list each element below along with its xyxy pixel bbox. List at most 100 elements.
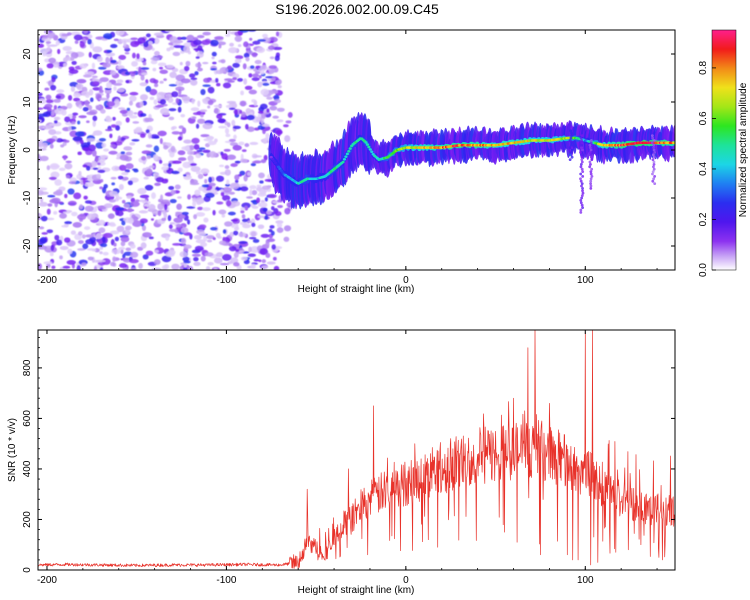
noise-blob: [221, 153, 228, 160]
noise-blob: [130, 243, 136, 249]
noise-blob: [202, 31, 211, 36]
noise-blob: [162, 209, 166, 215]
noise-blob: [123, 203, 130, 209]
noise-blob: [51, 265, 56, 269]
noise-blob: [205, 266, 211, 270]
noise-blob: [283, 124, 289, 128]
noise-blob: [264, 197, 268, 202]
ridge-streak: [589, 172, 593, 176]
noise-blob: [50, 244, 55, 252]
noise-blob: [169, 46, 175, 50]
noise-blob: [130, 201, 140, 207]
noise-blob: [141, 155, 147, 161]
noise-blob: [254, 59, 262, 65]
ridge-streak: [590, 167, 594, 171]
noise-blob: [240, 256, 248, 261]
noise-blob: [248, 73, 253, 78]
noise-blob: [239, 221, 248, 226]
noise-blob: [44, 103, 53, 109]
y-tick-label: 800: [22, 359, 33, 376]
noise-blob: [202, 122, 213, 130]
noise-blob: [150, 218, 154, 221]
noise-blob: [242, 63, 247, 70]
noise-blob: [185, 60, 191, 67]
noise-blob: [144, 117, 154, 122]
noise-blob: [103, 184, 108, 189]
noise-blob: [100, 109, 106, 114]
noise-blob: [48, 176, 57, 180]
noise-blob: [53, 98, 61, 103]
noise-blob: [77, 248, 86, 251]
noise-blob: [77, 231, 83, 236]
noise-blob: [192, 112, 201, 116]
ridge-streak: [589, 184, 593, 188]
noise-blob: [248, 89, 258, 95]
noise-blob: [251, 205, 259, 209]
noise-blob: [137, 37, 146, 44]
noise-blob: [108, 199, 116, 203]
noise-blob: [67, 248, 73, 255]
noise-blob: [183, 46, 191, 53]
noise-blob: [251, 77, 260, 82]
noise-blob: [73, 192, 82, 200]
noise-blob: [201, 39, 211, 46]
noise-blob: [260, 233, 270, 238]
figure-title: S196.2026.002.00.09.C45: [275, 1, 439, 17]
noise-blob: [239, 30, 249, 33]
noise-blob: [133, 112, 138, 115]
noise-blob: [190, 107, 200, 112]
noise-blob: [129, 142, 136, 146]
noise-blob: [143, 41, 149, 48]
ridge-streak: [579, 151, 582, 154]
noise-blob: [70, 86, 76, 92]
noise-blob: [171, 170, 180, 175]
noise-blob: [149, 96, 155, 100]
noise-blob: [79, 41, 85, 48]
noise-blob: [97, 219, 106, 226]
noise-blob: [38, 201, 48, 207]
noise-blob: [276, 222, 283, 228]
noise-blob: [53, 116, 61, 121]
noise-blob: [87, 256, 94, 261]
noise-blob: [154, 83, 159, 88]
noise-blob: [228, 191, 235, 195]
noise-blob: [170, 145, 176, 153]
noise-blob: [271, 77, 276, 81]
noise-blob: [65, 174, 71, 179]
noise-blob: [230, 219, 239, 222]
snr-series-line: [38, 330, 675, 570]
noise-blob: [42, 35, 48, 39]
noise-blob: [131, 60, 138, 67]
ridge-streak: [569, 129, 573, 133]
ridge-streak: [651, 136, 655, 140]
ridge-streak: [580, 146, 584, 150]
noise-blob: [91, 248, 97, 252]
ridge-streak: [589, 182, 593, 186]
x-tick-label: -200: [37, 575, 57, 586]
noise-blob: [77, 214, 87, 221]
ridge-streak: [589, 177, 593, 181]
noise-blob: [171, 263, 180, 270]
noise-blob: [175, 223, 182, 228]
noise-blob: [152, 67, 157, 72]
noise-blob: [171, 126, 177, 130]
noise-blob: [268, 228, 273, 233]
noise-blob: [121, 199, 126, 204]
noise-blob: [47, 203, 53, 207]
noise-blob: [168, 224, 173, 230]
noise-blob: [226, 122, 231, 128]
noise-blob: [94, 155, 99, 162]
noise-blob: [266, 261, 276, 265]
noise-blob: [201, 184, 210, 188]
noise-blob: [47, 31, 56, 39]
noise-blob: [225, 200, 232, 207]
noise-blob: [259, 103, 268, 110]
noise-blob: [261, 123, 270, 127]
noise-blob: [118, 54, 127, 60]
noise-blob: [117, 175, 124, 180]
noise-blob: [78, 115, 87, 119]
noise-blob: [109, 190, 119, 197]
ridge-core: [345, 152, 349, 156]
noise-blob: [215, 175, 225, 182]
ridge-streak: [652, 139, 656, 142]
